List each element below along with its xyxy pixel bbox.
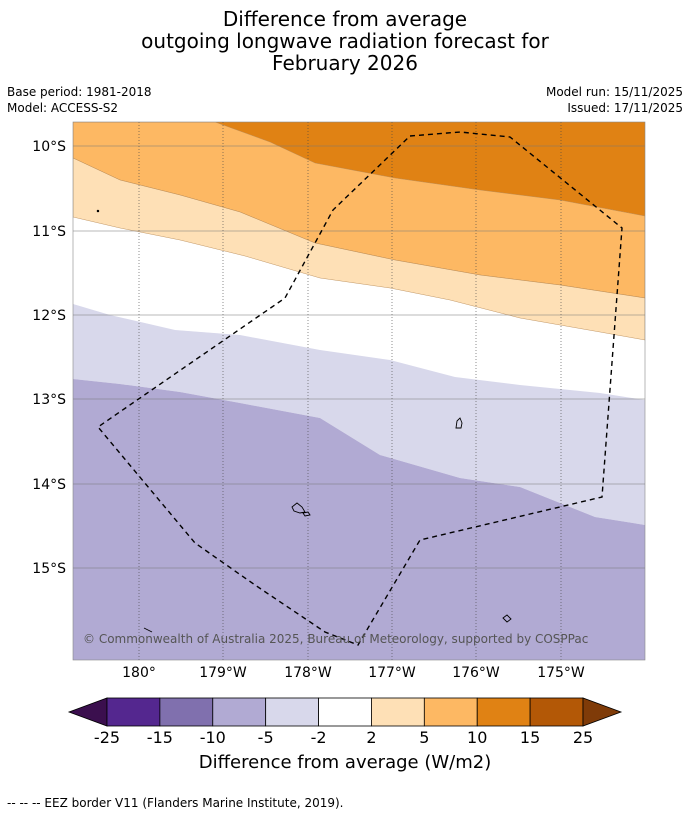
lon-label-177w: 177°W xyxy=(368,665,416,681)
lat-label-15s: 15°S xyxy=(32,561,66,577)
island-niuafoou xyxy=(502,614,512,623)
colorbar-tick-label: -25 xyxy=(93,728,121,747)
colorbar-label: Difference from average (W/m2) xyxy=(198,752,492,773)
island-futuna xyxy=(291,502,306,514)
colorbar-tick-label: 5 xyxy=(419,728,430,747)
colorbar xyxy=(67,697,623,727)
colorbar-segment xyxy=(529,697,584,727)
island-northwest xyxy=(96,209,100,213)
colorbar-tick-label: 2 xyxy=(366,728,377,747)
lat-label-12s: 12°S xyxy=(32,308,66,324)
colorbar-tick-label: 15 xyxy=(519,728,541,747)
colorbar-tick-label: -15 xyxy=(146,728,173,747)
colorbar-segment xyxy=(318,697,372,727)
colorbar-tick-label: 10 xyxy=(467,728,488,747)
lon-label-180: 180° xyxy=(122,665,156,681)
title-line-2: outgoing longwave radiation forecast for xyxy=(141,29,549,53)
colorbar-extend-low xyxy=(67,697,108,727)
colorbar-segment xyxy=(159,697,214,727)
anomaly-field xyxy=(73,122,645,660)
island-southwest xyxy=(143,627,153,633)
colorbar-tick-label: -10 xyxy=(199,728,226,747)
title-line-1: Difference from average xyxy=(222,7,468,31)
map-frame xyxy=(72,121,646,661)
band-neg-2-neg-5 xyxy=(73,304,645,525)
band-neg-5-neg-10 xyxy=(73,379,645,660)
meta-left: Base period: 1981-2018 Model: ACCESS-S2 xyxy=(7,84,152,116)
eez-border xyxy=(96,131,623,646)
model-run: Model run: 15/11/2025 xyxy=(545,85,683,99)
colorbar-segment xyxy=(106,697,161,727)
island-alofi xyxy=(302,511,311,517)
colorbar-tick-label: -2 xyxy=(310,728,327,747)
issued-date: Issued: 17/11/2025 xyxy=(567,101,683,115)
lat-axis: 10°S 11°S 12°S 13°S 14°S 15°S xyxy=(32,139,66,577)
colorbar-segment xyxy=(371,697,425,727)
colorbar-segment xyxy=(423,697,478,727)
eez-footnote: -- -- -- EEZ border V11 (Flanders Marine… xyxy=(7,796,344,810)
model-name: Model: ACCESS-S2 xyxy=(7,101,119,115)
lat-label-14s: 14°S xyxy=(32,477,66,493)
colorbar-tick-label: -5 xyxy=(257,728,274,747)
colorbar-tick-label: 25 xyxy=(572,728,594,747)
chart-title: Difference from average outgoing longwav… xyxy=(0,8,690,74)
colorbar-extend-high xyxy=(582,697,623,727)
colorbar-segment xyxy=(476,697,531,727)
colorbar-segment xyxy=(212,697,267,727)
lon-label-179w: 179°W xyxy=(199,665,247,681)
island-wallis xyxy=(455,417,463,429)
band-2-5 xyxy=(73,157,645,341)
copyright-notice: © Commonwealth of Australia 2025, Bureau… xyxy=(83,632,589,646)
lon-label-175w: 175°W xyxy=(537,665,585,681)
title-line-3: February 2026 xyxy=(272,51,418,75)
base-period: Base period: 1981-2018 xyxy=(7,85,152,99)
gridlines xyxy=(73,122,645,660)
lat-label-13s: 13°S xyxy=(32,392,66,408)
lon-axis: 180° 179°W 178°W 177°W 176°W 175°W xyxy=(122,665,585,681)
lat-label-11s: 11°S xyxy=(32,224,66,240)
lon-label-178w: 178°W xyxy=(284,665,332,681)
lat-label-10s: 10°S xyxy=(32,139,66,155)
band-10-15 xyxy=(215,122,645,216)
meta-right: Model run: 15/11/2025 Issued: 17/11/2025 xyxy=(546,84,683,116)
colorbar-segment xyxy=(265,697,319,727)
islands xyxy=(96,209,512,633)
lon-label-176w: 176°W xyxy=(452,665,500,681)
